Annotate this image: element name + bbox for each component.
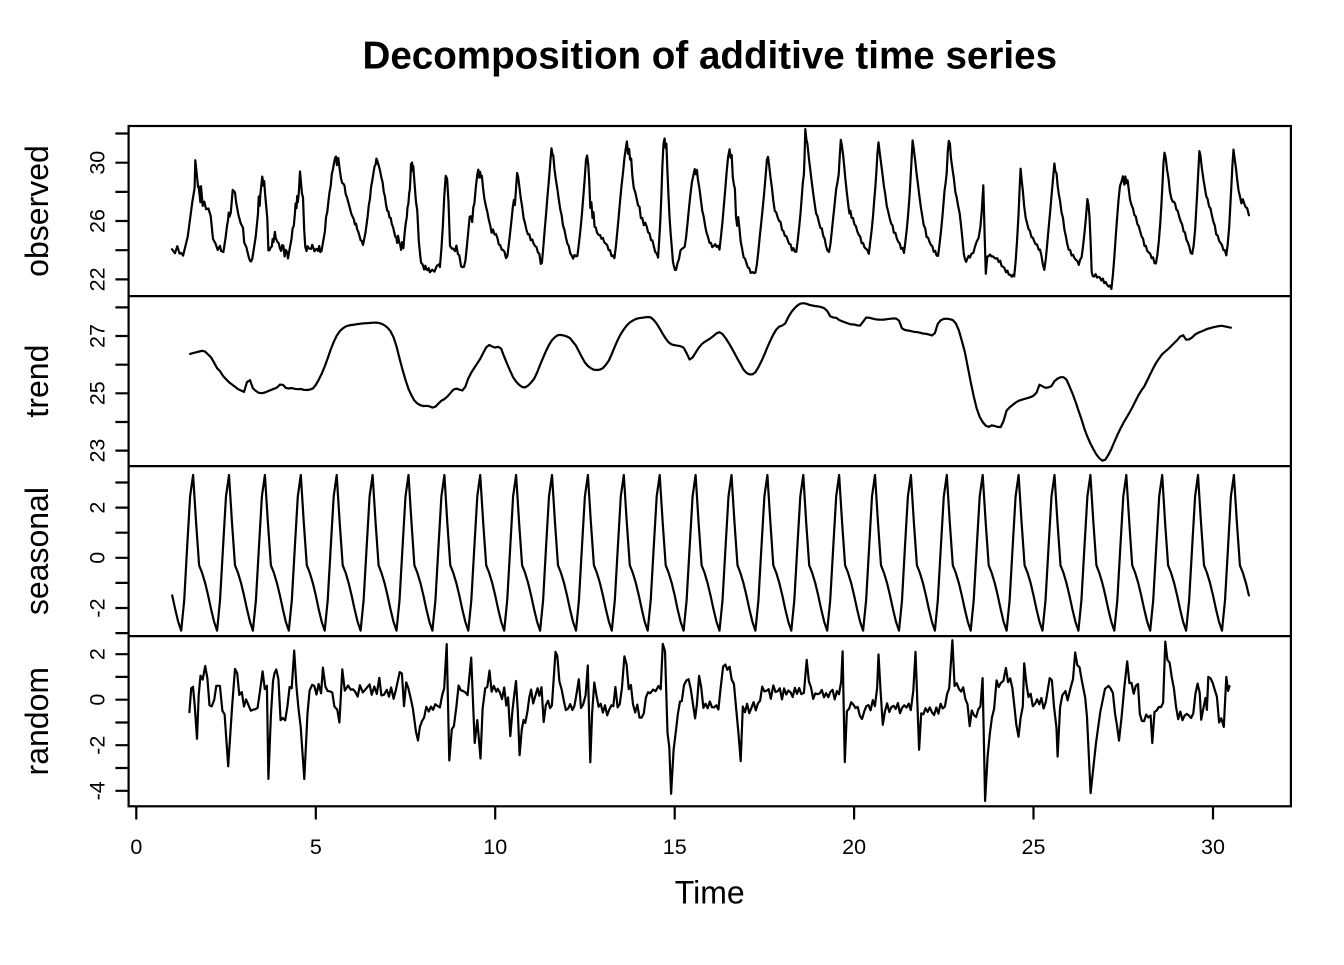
svg-text:30: 30 xyxy=(1201,835,1225,859)
svg-text:-2: -2 xyxy=(86,598,110,617)
svg-text:5: 5 xyxy=(310,835,322,859)
svg-text:23: 23 xyxy=(86,439,110,463)
svg-text:Time: Time xyxy=(675,875,745,911)
svg-text:observed: observed xyxy=(19,145,55,277)
svg-text:26: 26 xyxy=(86,209,110,233)
svg-text:15: 15 xyxy=(663,835,687,859)
svg-text:0: 0 xyxy=(86,694,110,706)
svg-text:25: 25 xyxy=(86,381,110,405)
svg-text:seasonal: seasonal xyxy=(19,487,55,615)
svg-text:-2: -2 xyxy=(86,736,110,755)
svg-text:20: 20 xyxy=(842,835,866,859)
svg-text:27: 27 xyxy=(86,324,110,348)
svg-text:-4: -4 xyxy=(86,781,110,800)
svg-text:0: 0 xyxy=(86,552,110,564)
svg-text:random: random xyxy=(19,667,55,776)
svg-text:10: 10 xyxy=(483,835,507,859)
svg-text:2: 2 xyxy=(86,648,110,660)
svg-text:0: 0 xyxy=(130,835,142,859)
svg-text:2: 2 xyxy=(86,502,110,514)
svg-text:trend: trend xyxy=(19,345,55,418)
svg-text:22: 22 xyxy=(86,267,110,291)
svg-text:25: 25 xyxy=(1022,835,1046,859)
svg-text:Decomposition of additive time: Decomposition of additive time series xyxy=(362,35,1057,78)
svg-text:30: 30 xyxy=(86,151,110,175)
